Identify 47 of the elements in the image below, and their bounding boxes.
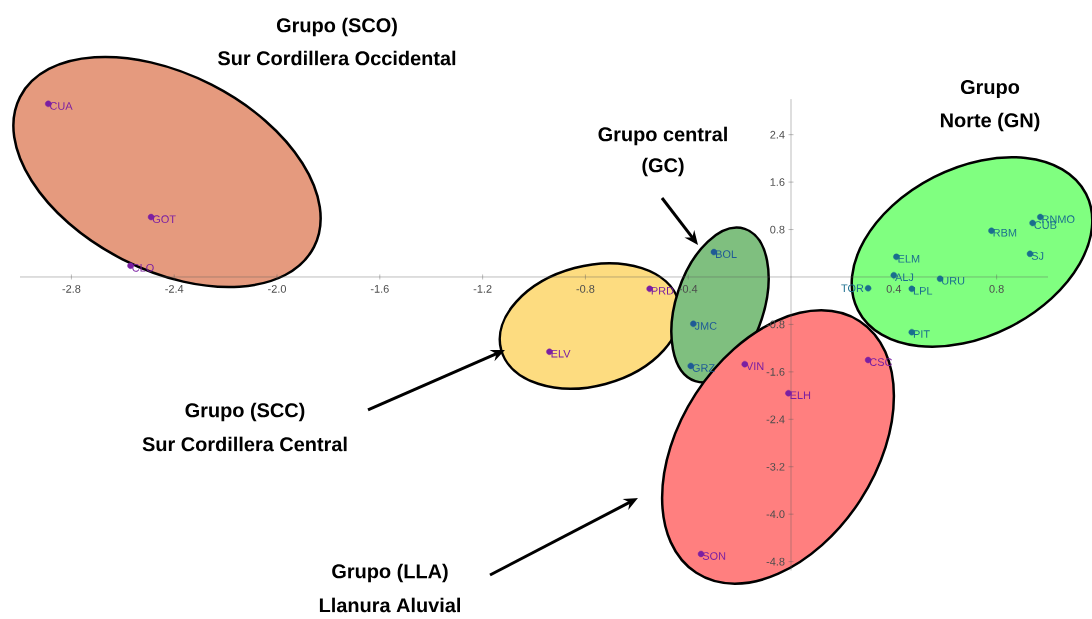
y-tick-label: 0.8 <box>770 225 785 234</box>
data-label: CLO <box>132 263 154 272</box>
data-label: URU <box>942 276 965 285</box>
data-label: BOL <box>716 250 737 259</box>
annotation: Sur Cordillera Central <box>142 436 347 452</box>
annotation: Norte (GN) <box>940 112 1040 132</box>
y-tick-label: 2.4 <box>770 130 785 139</box>
x-tick-label: -2.4 <box>165 285 184 293</box>
point <box>864 285 872 292</box>
data-label: VIN <box>746 362 764 370</box>
y-tick-label: -1.6 <box>766 368 785 376</box>
data-label: ELM <box>898 255 920 263</box>
y-tick-label: -4.0 <box>766 510 785 519</box>
data-label: PIT <box>913 330 930 338</box>
data-label: TOR <box>841 284 864 293</box>
annotation: Grupo (SCC) <box>185 402 305 422</box>
data-label: PRD <box>651 287 674 295</box>
y-tick-label: -2.4 <box>766 415 785 424</box>
data-label: ELH <box>790 391 811 399</box>
data-label: LPL <box>913 287 933 295</box>
x-tick-label: 0.8 <box>989 285 1004 293</box>
text: Llanura Aluvial <box>319 597 460 613</box>
data-label: GOT <box>152 215 176 224</box>
x-tick-label: -2.8 <box>62 285 81 293</box>
data-label: RBM <box>993 228 1017 237</box>
data-label: ELV <box>551 349 571 358</box>
text: Grupo <box>960 79 1020 99</box>
data-label: CUB <box>1034 221 1057 229</box>
annotation: Grupo central <box>598 126 727 146</box>
data-label: CUA <box>50 102 73 110</box>
x-tick-label: -1.6 <box>370 285 389 293</box>
x-tick-label: -2.0 <box>268 285 287 293</box>
text: Grupo (SCO) <box>276 17 397 37</box>
annotation: (GC) <box>642 157 684 177</box>
x-tick-label: -1.2 <box>473 285 492 293</box>
x-tick-label: -0.8 <box>576 285 595 293</box>
text: Sur Cordillera Occidental <box>218 50 456 66</box>
x-tick-label: 0.4 <box>886 285 902 293</box>
y-tick-label: -4.8 <box>766 557 785 566</box>
y-tick-label: 1.6 <box>770 178 785 186</box>
data-label: RNMO <box>1042 215 1075 224</box>
data-label: JMC <box>694 322 717 330</box>
annotation: Grupo (LLA) <box>332 563 448 583</box>
y-tick-label: -3.2 <box>766 462 785 471</box>
data-label: ALJ <box>895 273 914 282</box>
data-label: SJ <box>1031 252 1044 260</box>
data-label: SON <box>702 552 726 560</box>
